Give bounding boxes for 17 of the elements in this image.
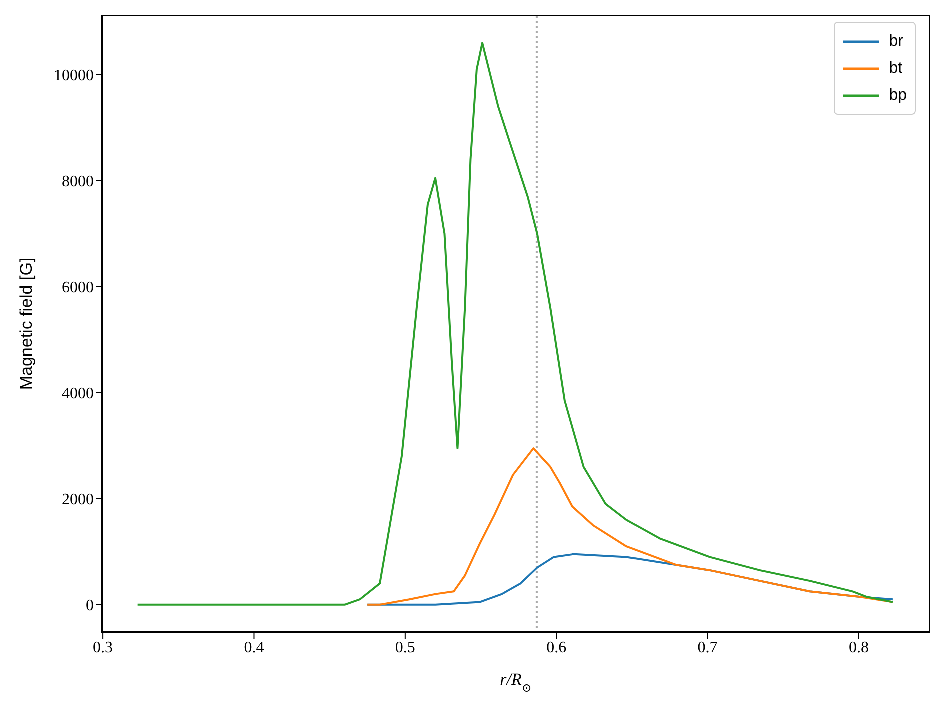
x-tick-label: 0.8 — [848, 639, 869, 656]
x-tick-label: 0.3 — [93, 639, 114, 656]
y-tick-label: 8000 — [62, 174, 94, 191]
x-tick-label: 0.5 — [395, 639, 416, 656]
y-axis-title: Magnetic field [G] — [17, 258, 36, 390]
y-tick-label: 10000 — [54, 68, 94, 85]
y-tick-label: 4000 — [62, 386, 94, 403]
legend-label: bp — [889, 86, 907, 104]
legend-label: bt — [889, 60, 903, 78]
x-tick-label: 0.7 — [698, 639, 718, 656]
y-tick-label: 0 — [86, 598, 94, 615]
legend-label: br — [889, 32, 904, 50]
x-tick-label: 0.4 — [244, 639, 264, 656]
y-tick-label: 2000 — [62, 492, 94, 509]
y-tick-label: 6000 — [62, 280, 94, 297]
x-axis-title: r/R$_{⊙}$ — [500, 670, 532, 695]
x-tick-label: 0.6 — [546, 639, 567, 656]
